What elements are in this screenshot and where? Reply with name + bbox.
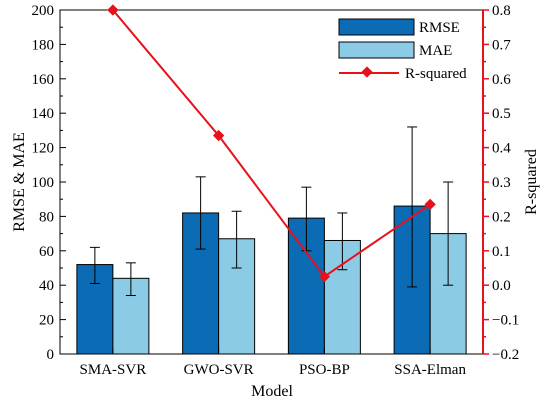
legend: RMSE MAE R-squared [338, 18, 467, 82]
legend-label-rmse: RMSE [419, 20, 460, 36]
error-bars-layer [89, 126, 454, 297]
right-axis-ticks: −0.2 −0.1 0.0 0.1 0.2 0.3 0.4 0.5 0.6 0.7 0.8 [483, 3, 519, 363]
left-tick-label: 60 [39, 244, 54, 260]
right-tick-label: 0.6 [492, 72, 511, 88]
right-tick-label: 0.8 [492, 3, 511, 19]
right-tick-label: 0.4 [492, 141, 511, 157]
y-axis-label: RMSE & MAE [11, 132, 28, 232]
left-tick-label: 120 [32, 141, 55, 157]
left-tick-label: 0 [47, 347, 55, 363]
x-axis-ticks: SMA-SVR GWO-SVR PSO-BP SSA-Elman [80, 348, 466, 378]
r-squared-point-ssa-elman [424, 198, 436, 211]
x-tick-label: PSO-BP [299, 362, 350, 378]
left-axis-ticks: 0 20 40 60 80 100 120 140 160 180 200 [32, 3, 66, 363]
r-squared-line [112, 9, 431, 278]
right-tick-label: −0.2 [492, 347, 519, 363]
legend-label-r-squared: R-squared [405, 66, 467, 82]
bar-mae-ssa-elman [429, 233, 467, 355]
right-axis-label: R-squared [523, 149, 540, 215]
x-tick-label: GWO-SVR [184, 362, 254, 378]
legend-swatch-mae [338, 41, 415, 59]
right-tick-label: 0.5 [492, 106, 511, 122]
right-tick-label: −0.1 [492, 313, 519, 329]
r-squared-point-gwo-svr [212, 129, 225, 142]
left-tick-label: 160 [32, 72, 55, 88]
legend-label-mae: MAE [419, 43, 452, 59]
right-tick-label: 0.7 [492, 37, 511, 53]
right-tick-label: 0.1 [492, 244, 511, 260]
x-tick-label: SSA-Elman [394, 362, 466, 378]
left-tick-label: 180 [32, 37, 55, 53]
left-tick-label: 20 [39, 313, 54, 329]
right-tick-label: 0.3 [492, 175, 511, 191]
left-tick-label: 40 [39, 278, 54, 294]
left-tick-label: 100 [32, 175, 55, 191]
legend-swatch-rmse [338, 18, 415, 36]
left-tick-label: 140 [32, 106, 55, 122]
right-tick-label: 0.0 [492, 278, 511, 294]
right-tick-label: 0.2 [492, 209, 511, 225]
r-squared-point-pso-bp [318, 270, 331, 283]
x-axis-label: Model [251, 383, 293, 400]
x-tick-label: SMA-SVR [80, 362, 147, 378]
left-tick-label: 200 [32, 3, 55, 19]
left-tick-label: 80 [39, 209, 54, 225]
